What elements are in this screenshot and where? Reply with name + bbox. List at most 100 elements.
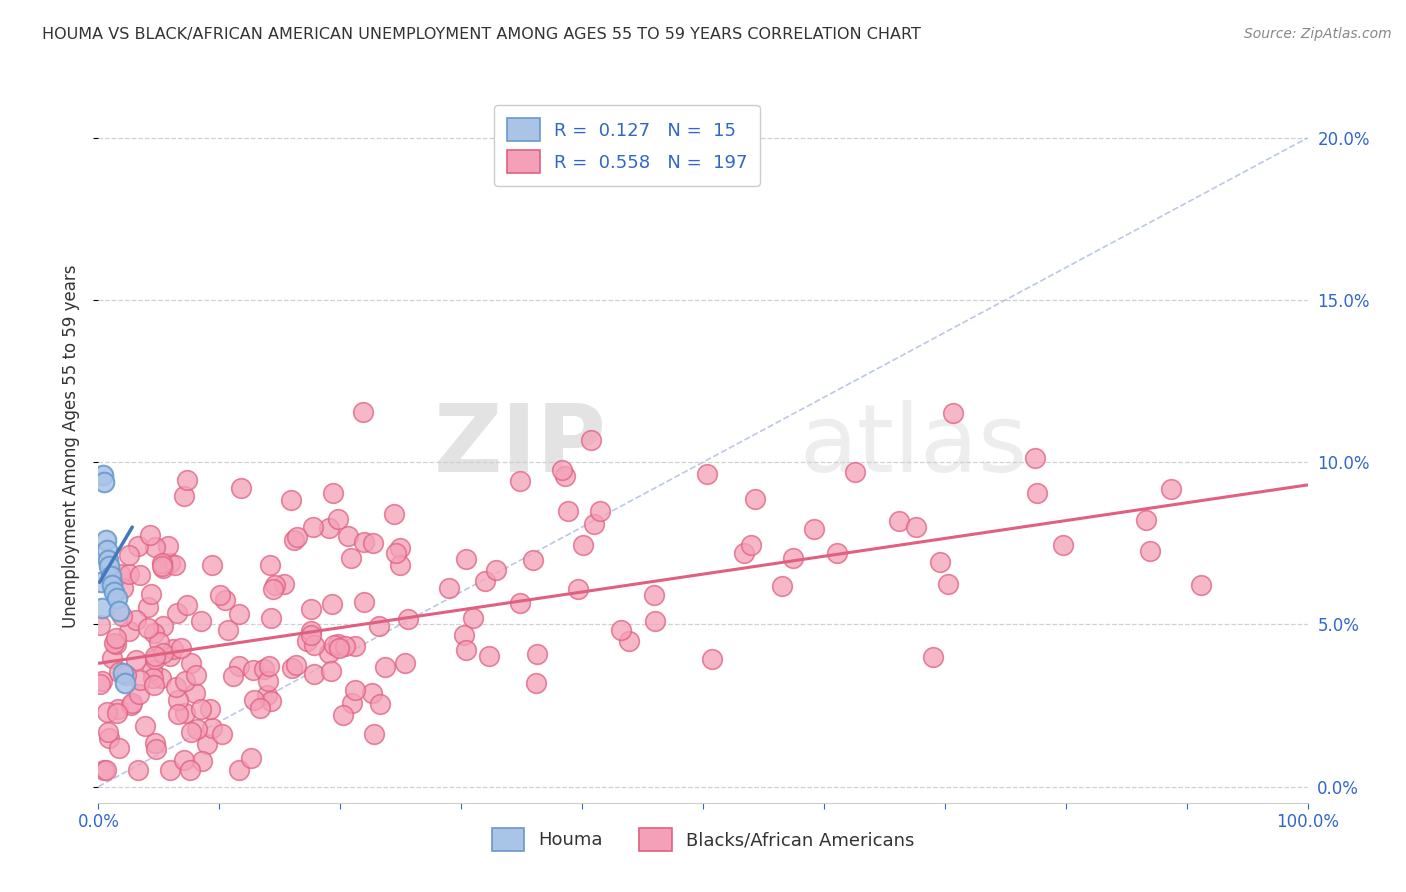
Point [125, 613, 148, 627]
Point [128, 687, 150, 701]
Point [176, 598, 198, 612]
Point [437, 581, 460, 595]
Point [344, 640, 367, 654]
Point [302, 520, 325, 534]
Point [91, 601, 114, 615]
Point [107, 741, 129, 756]
Point [579, 434, 602, 448]
Point [231, 481, 253, 495]
Point [740, 538, 762, 552]
Point [152, 618, 174, 632]
Point [321, 597, 343, 611]
Point [524, 676, 547, 690]
Legend: Houma, Blacks/African Americans: Houma, Blacks/African Americans [484, 821, 922, 858]
Point [396, 612, 419, 626]
Point [184, 667, 207, 681]
Point [259, 694, 281, 708]
Point [644, 614, 666, 628]
Point [304, 667, 326, 681]
Point [222, 669, 245, 683]
Point [617, 633, 640, 648]
Text: atlas: atlas [800, 400, 1028, 492]
Point [89, 618, 111, 632]
Point [557, 503, 579, 517]
Point [96, 705, 118, 719]
Point [299, 628, 322, 642]
Point [285, 658, 308, 673]
Point [249, 700, 271, 714]
Point [165, 680, 187, 694]
Point [242, 663, 264, 677]
Point [166, 706, 188, 721]
Point [190, 754, 212, 768]
Point [114, 675, 136, 690]
Point [142, 625, 165, 640]
Point [321, 664, 343, 678]
Point [260, 611, 283, 625]
Point [239, 751, 262, 765]
Point [343, 682, 366, 697]
Point [208, 588, 231, 602]
Point [120, 698, 142, 712]
Point [148, 635, 170, 649]
Point [285, 530, 308, 544]
Point [139, 587, 162, 601]
Point [256, 674, 278, 689]
Point [929, 555, 952, 569]
Point [385, 546, 408, 560]
Point [253, 663, 276, 677]
Point [176, 473, 198, 487]
Point [180, 724, 202, 739]
Point [143, 678, 166, 692]
Point [114, 668, 136, 682]
Point [118, 624, 141, 639]
Point [273, 576, 295, 591]
Point [1025, 486, 1047, 500]
Point [589, 504, 612, 518]
Point [904, 520, 927, 534]
Point [143, 652, 166, 666]
Point [509, 596, 531, 610]
Point [217, 623, 239, 637]
Point [190, 702, 212, 716]
Point [183, 686, 205, 700]
Point [186, 722, 208, 736]
Point [163, 558, 186, 573]
Point [195, 737, 218, 751]
Point [382, 508, 405, 522]
Point [228, 607, 250, 621]
Point [803, 522, 825, 536]
Point [149, 671, 172, 685]
Point [770, 579, 793, 593]
Point [388, 541, 411, 555]
Point [353, 405, 375, 419]
Point [572, 538, 595, 552]
Point [328, 641, 350, 656]
Point [108, 566, 131, 581]
Point [333, 639, 356, 653]
Point [173, 673, 195, 688]
Point [180, 657, 202, 671]
Point [145, 742, 167, 756]
Point [118, 567, 141, 582]
Point [921, 650, 943, 665]
Point [283, 533, 305, 548]
Point [179, 764, 201, 778]
Point [127, 539, 149, 553]
Point [104, 636, 127, 650]
Point [159, 649, 181, 664]
Point [162, 642, 184, 657]
Point [103, 635, 125, 649]
Point [105, 591, 128, 606]
Point [509, 474, 531, 488]
Point [733, 546, 755, 560]
Point [90, 575, 112, 590]
Point [143, 540, 166, 554]
Point [323, 638, 346, 652]
Point [1139, 544, 1161, 558]
Point [174, 706, 197, 720]
Point [89, 677, 111, 691]
Point [201, 721, 224, 735]
Point [318, 646, 340, 660]
Point [108, 604, 131, 618]
